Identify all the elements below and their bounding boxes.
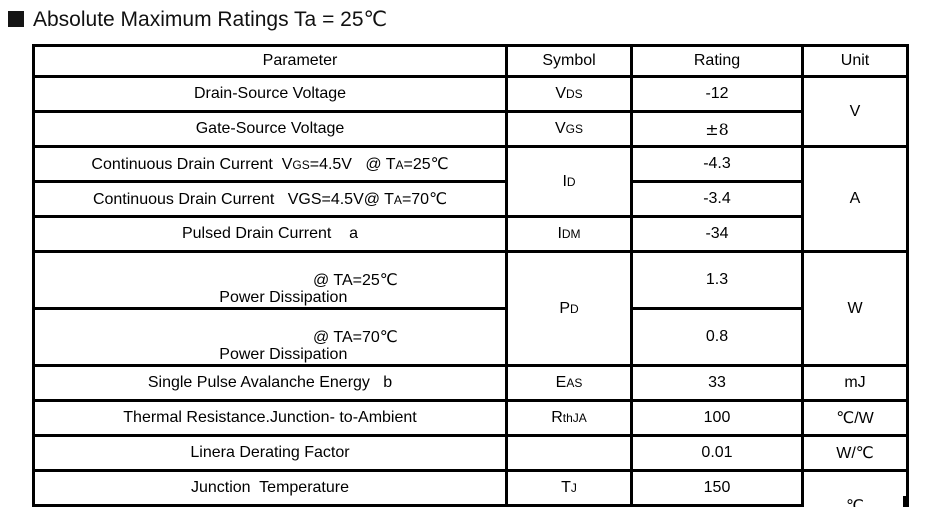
unit-cell-watts: W [801,250,909,367]
parameter-cell: @ TA=25℃ Power Dissipation [32,250,508,310]
rating-cell: -3.4 [630,180,804,218]
absolute-maximum-ratings-table: Parameter Symbol Rating Unit Drain-Sourc… [32,44,909,507]
symbol-cell-empty [505,434,633,472]
row-pulsed-drain-current: Pulsed Drain Current a IDM -34 [32,215,908,253]
table-rule-stub [903,496,906,507]
rating-cell: 150 [630,469,804,507]
symbol-cell: ID [505,145,633,218]
header-rating: Rating [630,44,804,78]
rating-cell: 33 [630,364,804,402]
header-unit: Unit [801,44,909,78]
black-square-bullet-icon [8,11,24,27]
header-row: Parameter Symbol Rating Unit [32,44,909,78]
unit-cell-volts: V [801,75,909,148]
header-parameter: Parameter [32,44,508,78]
header-symbol: Symbol [505,44,633,78]
row-single-pulse-avalanche-energy: Single Pulse Avalanche Energy b EAS 33 m… [32,364,909,402]
rating-cell: 0.8 [630,307,804,367]
table-rule-stub [32,496,35,507]
rating-cell: -4.3 [630,145,804,183]
unit-cell-w-per-c: W/℃ [801,434,909,472]
parameter-cell: Single Pulse Avalanche Energy b [32,364,508,402]
parameter-cell: Thermal Resistance.Junction- to-Ambient [32,399,508,437]
parameter-cell: Pulsed Drain Current a [32,215,508,253]
symbol-cell: PD [505,250,633,367]
rating-cell: ±8 [630,110,804,148]
unit-cell-mj: mJ [801,364,909,402]
section-title: Absolute Maximum Ratings Ta = 25℃ [8,7,387,31]
parameter-cell: @ TA=70℃ Power Dissipation [32,307,508,367]
parameter-cell: Linera Derating Factor [32,434,508,472]
row-power-dissipation-25c: @ TA=25℃ Power Dissipation PD 1.3 W [32,250,909,367]
condition-text: @ TA=70℃ [313,329,398,346]
parameter-cell: Continuous Drain Current VGS=4.5V @ TA=2… [32,145,508,183]
row-continuous-drain-current-70c: Continuous Drain Current VGS=4.5V@ TA=70… [32,180,908,218]
table-rule-stub [630,496,633,507]
table-rule-stub [801,496,804,507]
unit-cell-celsius: ℃ [801,469,909,507]
symbol-cell: VDS [505,75,633,113]
row-continuous-drain-current-25c: Continuous Drain Current VGS=4.5V @ TA=2… [32,145,909,253]
section-title-text: Absolute Maximum Ratings Ta = 25℃ [33,7,388,31]
rating-cell: 1.3 [630,250,804,310]
row-drain-source-voltage: Drain-Source Voltage VDS -12 V [32,75,909,148]
rating-cell: 100 [630,399,804,437]
rating-cell: -12 [630,75,804,113]
parameter-cell: Junction Temperature [32,469,508,507]
symbol-cell: IDM [505,215,633,253]
row-power-dissipation-70c: @ TA=70℃ Power Dissipation 0.8 [32,307,908,367]
symbol-cell: VGS [505,110,633,148]
condition-text: @ TA=25℃ [313,272,398,289]
unit-cell-c-per-w: ℃/W [801,399,909,437]
table-rule-stub [505,496,508,507]
parameter-cell: Gate-Source Voltage [32,110,508,148]
symbol-cell: RthJA [505,399,633,437]
row-thermal-resistance: Thermal Resistance.Junction- to-Ambient … [32,399,909,437]
row-junction-temperature: Junction Temperature TJ 150 ℃ [32,469,909,507]
unit-cell-amps: A [801,145,909,253]
rating-cell: -34 [630,215,804,253]
symbol-cell: EAS [505,364,633,402]
row-gate-source-voltage: Gate-Source Voltage VGS ±8 [32,110,908,148]
symbol-cell: TJ [505,469,633,507]
parameter-cell: Drain-Source Voltage [32,75,508,113]
parameter-cell: Continuous Drain Current VGS=4.5V@ TA=70… [32,180,508,218]
row-linear-derating-factor: Linera Derating Factor 0.01 W/℃ [32,434,909,472]
rating-cell: 0.01 [630,434,804,472]
